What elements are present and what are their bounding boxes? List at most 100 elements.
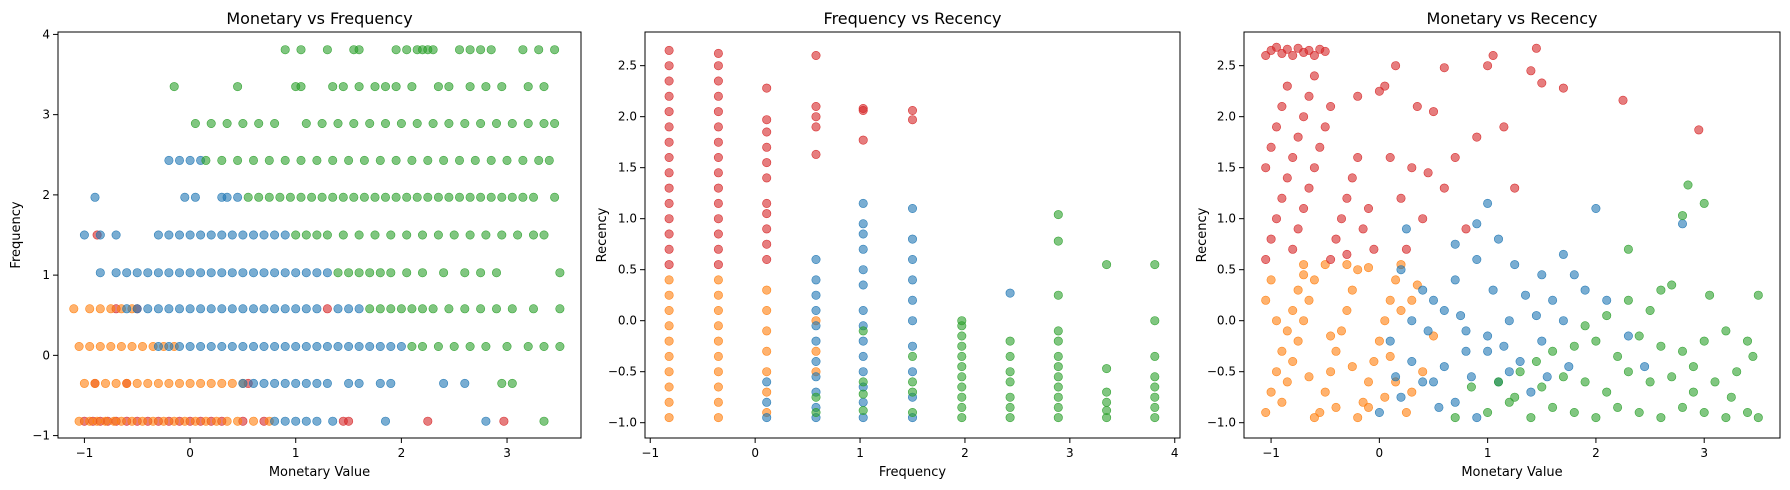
data-point-orange-10 xyxy=(169,416,179,426)
data-point-red-8 xyxy=(664,137,674,147)
data-point-orange-40 xyxy=(127,341,137,351)
panel-1-ticks: −1 0 1 2 3 −1 0 1 2 3 4 xyxy=(32,27,511,460)
data-point-orange-14 xyxy=(1293,336,1303,346)
data-point-red-12 xyxy=(1261,255,1271,265)
data-point-red-27 xyxy=(1288,244,1298,254)
data-point-blue-114 xyxy=(328,416,338,426)
data-point-blue-43 xyxy=(1434,402,1444,412)
data-point-green-121 xyxy=(433,230,443,240)
panel-2-title: Frequency vs Recency xyxy=(824,9,1002,28)
data-point-green-130 xyxy=(344,268,354,278)
data-point-green-97 xyxy=(402,192,412,202)
data-point-green-27 xyxy=(391,82,401,92)
data-point-orange-40 xyxy=(1380,392,1390,402)
data-point-green-49 xyxy=(1150,382,1160,392)
data-point-red-71 xyxy=(1423,168,1433,178)
data-point-blue-71 xyxy=(164,341,174,351)
data-point-green-2 xyxy=(322,45,332,55)
data-point-red-19 xyxy=(713,198,723,208)
data-point-green-24 xyxy=(1688,362,1698,372)
data-point-green-20 xyxy=(957,316,967,326)
data-point-green-41 xyxy=(1102,405,1112,415)
data-point-green-24 xyxy=(354,82,364,92)
data-point-blue-41 xyxy=(1450,239,1460,249)
data-point-green-19 xyxy=(233,82,243,92)
data-point-blue-19 xyxy=(122,268,132,278)
data-point-red-37 xyxy=(762,142,772,152)
data-point-green-52 xyxy=(1531,356,1541,366)
data-point-green-155 xyxy=(555,304,565,314)
data-point-orange-2 xyxy=(92,416,102,426)
panel-2-ticks: −1 0 1 2 3 4 −1.0 −0.5 0.0 0.5 1.0 1.5 2.0 2.5 xyxy=(608,59,1179,460)
data-point-green-161 xyxy=(481,341,491,351)
data-point-green-32 xyxy=(1634,331,1644,341)
data-point-orange-37 xyxy=(1331,402,1341,412)
data-point-red-13 xyxy=(1266,234,1276,244)
data-point-green-67 xyxy=(328,155,338,165)
y-tick-label: 0 xyxy=(42,348,50,362)
data-point-blue-105 xyxy=(375,378,385,388)
data-point-green-84 xyxy=(264,192,274,202)
data-point-blue-25 xyxy=(185,268,195,278)
data-point-blue-101 xyxy=(312,378,322,388)
data-point-orange-20 xyxy=(1326,367,1336,377)
data-point-red-1 xyxy=(664,244,674,254)
data-point-red-9 xyxy=(664,122,674,132)
data-point-blue-45 xyxy=(233,192,243,202)
data-point-green-108 xyxy=(518,192,528,202)
data-point-blue-12 xyxy=(1494,234,1504,244)
data-point-orange-22 xyxy=(111,378,121,388)
data-point-green-34 xyxy=(523,82,533,92)
data-point-green-18 xyxy=(1558,372,1568,382)
y-tick-label: 3 xyxy=(42,108,50,122)
data-point-orange-42 xyxy=(1304,372,1314,382)
data-point-blue-15 xyxy=(270,230,280,240)
data-point-green-23 xyxy=(338,82,348,92)
data-point-green-32 xyxy=(481,82,491,92)
data-point-orange-31 xyxy=(206,378,216,388)
data-point-green-74 xyxy=(439,155,449,165)
data-point-blue-7 xyxy=(1385,336,1395,346)
data-point-red-11 xyxy=(1320,46,1330,56)
data-point-red-30 xyxy=(762,255,772,265)
data-point-blue-28 xyxy=(1472,219,1482,229)
data-point-green-135 xyxy=(402,268,412,278)
data-point-red-32 xyxy=(762,224,772,234)
data-point-blue-52 xyxy=(164,304,174,314)
data-point-green-94 xyxy=(370,192,380,202)
data-point-red-33 xyxy=(762,209,772,219)
data-point-green-16 xyxy=(1515,367,1525,377)
data-point-orange-5 xyxy=(664,336,674,346)
data-point-green-14 xyxy=(957,372,967,382)
x-tick-label: 1 xyxy=(292,446,300,460)
data-point-blue-35 xyxy=(907,255,917,265)
data-point-green-11 xyxy=(957,402,967,412)
data-point-green-39 xyxy=(1623,295,1633,305)
data-point-green-40 xyxy=(1645,305,1655,315)
data-point-blue-58 xyxy=(227,304,237,314)
data-point-orange-13 xyxy=(713,367,723,377)
data-point-green-150 xyxy=(460,304,470,314)
data-point-red-19 xyxy=(423,416,433,426)
data-point-red-42 xyxy=(811,122,821,132)
data-point-blue-65 xyxy=(301,304,311,314)
x-tick-label: 2 xyxy=(961,446,969,460)
data-point-green-132 xyxy=(365,268,375,278)
data-point-orange-16 xyxy=(713,321,723,331)
data-point-orange-30 xyxy=(196,378,206,388)
data-point-blue-47 xyxy=(190,192,200,202)
data-point-green-48 xyxy=(1150,392,1160,402)
panel-2-points xyxy=(664,45,1160,423)
data-point-red-30 xyxy=(1304,183,1314,193)
data-point-blue-50 xyxy=(1488,285,1498,295)
data-point-orange-13 xyxy=(1288,356,1298,366)
data-point-green-165 xyxy=(555,341,565,351)
data-point-red-54 xyxy=(1472,132,1482,142)
data-point-green-162 xyxy=(502,341,512,351)
data-point-orange-14 xyxy=(713,351,723,361)
data-point-green-77 xyxy=(486,155,496,165)
data-point-green-99 xyxy=(423,192,433,202)
data-point-green-125 xyxy=(497,230,507,240)
data-point-green-72 xyxy=(407,155,417,165)
data-point-green-146 xyxy=(407,304,417,314)
